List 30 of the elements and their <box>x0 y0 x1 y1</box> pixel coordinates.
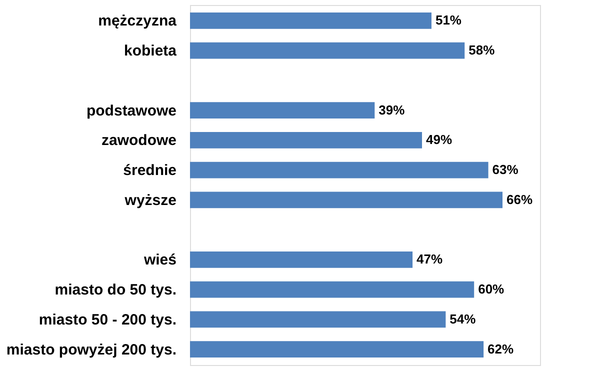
y-tick-label: kobieta <box>124 42 178 60</box>
y-tick-label: mężczyzna <box>98 12 178 30</box>
y-tick-label: miasto 50 - 200 tys. <box>38 311 176 328</box>
bar <box>190 102 375 119</box>
y-tick-label: miasto powyżej 200 tys. <box>6 341 176 358</box>
data-label: 51% <box>435 12 462 28</box>
bar <box>190 311 446 328</box>
data-label: 39% <box>378 102 406 118</box>
y-tick-label: średnie <box>123 162 176 180</box>
bar <box>190 132 422 148</box>
y-tick-label: podstawowe <box>86 102 176 120</box>
bar <box>190 42 465 59</box>
y-tick-label: miasto do 50 tys. <box>54 282 176 299</box>
bar <box>190 192 502 208</box>
data-label: 49% <box>426 132 452 148</box>
bar <box>190 341 484 358</box>
y-tick-label: wieś <box>142 252 176 269</box>
bar <box>190 12 432 29</box>
y-tick-label: zawodowe <box>101 132 176 150</box>
y-tick-label: wyższe <box>124 192 176 209</box>
data-label: 62% <box>488 341 514 356</box>
data-label: 54% <box>450 311 476 326</box>
data-label: 60% <box>478 282 505 297</box>
data-label: 63% <box>492 162 519 178</box>
data-label: 66% <box>506 192 533 207</box>
bar <box>190 281 474 298</box>
bar <box>190 251 413 268</box>
bar <box>190 162 488 178</box>
data-label: 47% <box>416 252 443 267</box>
data-label: 58% <box>468 42 496 58</box>
